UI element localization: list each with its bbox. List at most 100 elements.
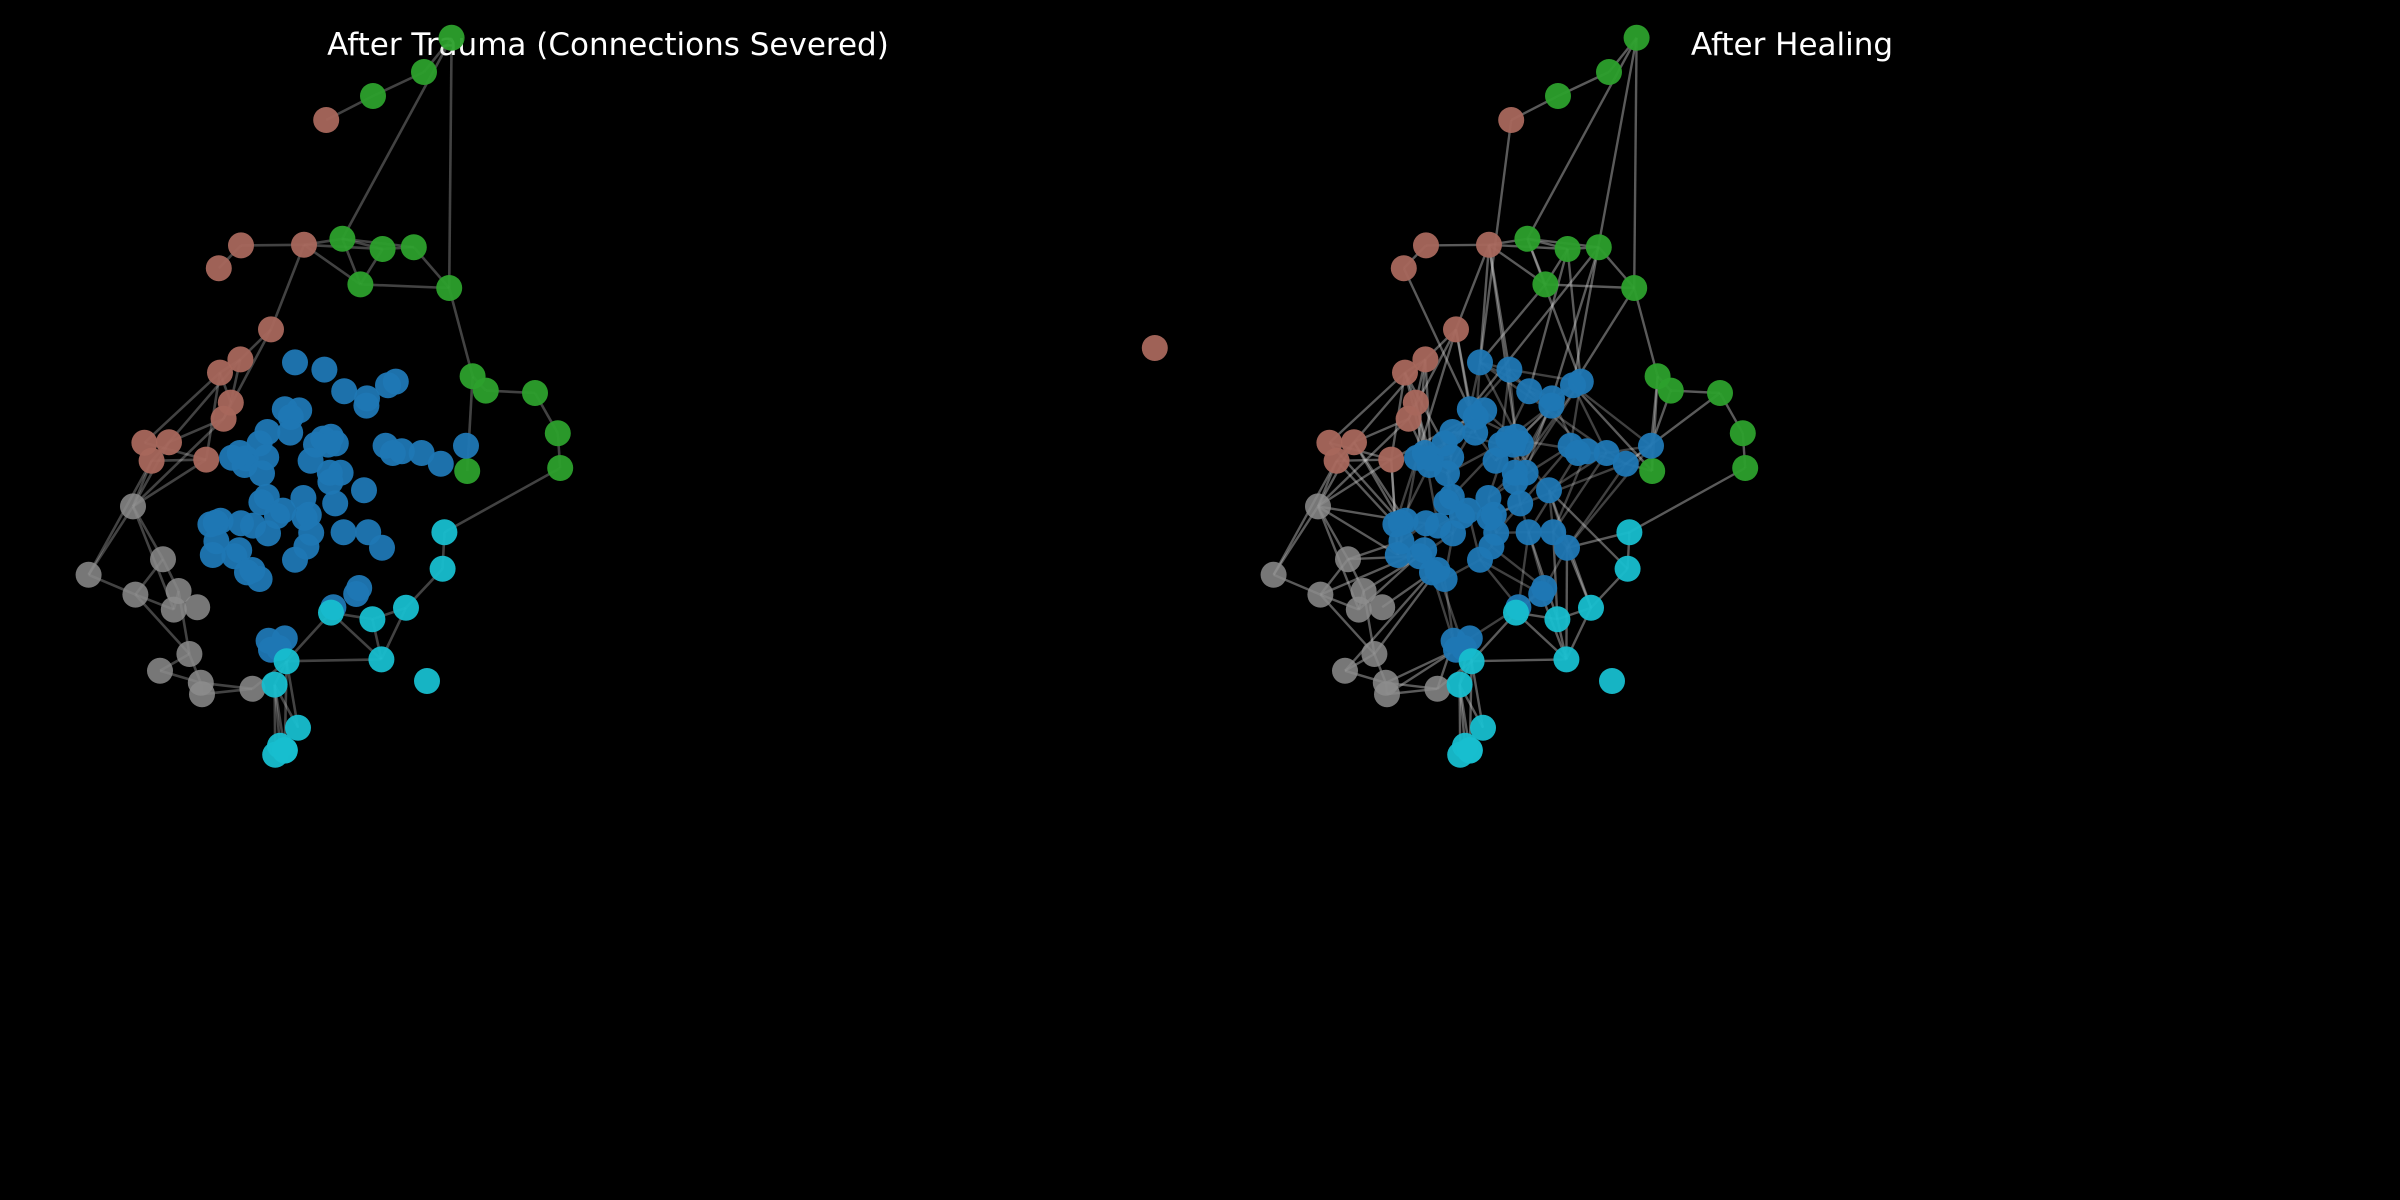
node-cyan [273,648,300,675]
node-brown [138,447,165,474]
node-blue [453,432,479,459]
node-blue [322,490,349,517]
node-green [1657,377,1684,404]
node-green [411,59,437,85]
node-blue [369,534,395,561]
node-cyan [1599,668,1625,694]
node-blue [203,528,230,555]
node-blue [1388,528,1415,555]
node-blue [1554,534,1580,561]
node-blue [1638,432,1664,459]
network-edge [1352,441,1402,524]
network-edge [443,466,561,534]
node-green [436,275,463,301]
node-cyan [1456,737,1483,763]
node-blue [1507,490,1534,517]
network-edge [1272,460,1338,576]
network-edge [1572,384,1654,472]
node-gray [239,675,266,702]
node-gray [75,561,102,588]
node-gray [1361,641,1388,667]
node-gray [1335,546,1361,573]
network-edge [1550,246,1600,399]
network-edge [1526,238,1582,383]
network-edge [1487,244,1511,370]
node-cyan [1614,555,1641,582]
node-green [329,225,356,252]
node-gray [189,681,215,708]
node-green [1514,225,1541,252]
network-edge [1566,463,1627,549]
node-cyan [1503,599,1529,626]
node-cyan [1578,594,1604,621]
node-brown [1412,346,1439,373]
node-green [1545,83,1571,109]
panel-trauma [75,24,574,768]
node-blue [1528,581,1555,607]
node-green [1621,275,1648,301]
node-brown [1476,231,1502,258]
node-blue [1536,477,1562,504]
node-cyan [1553,646,1580,673]
node-blue [1567,368,1594,395]
network-edge [1471,658,1567,663]
network-edge [1468,246,1600,410]
network-edge [134,593,191,655]
node-gray [1332,657,1358,684]
network-edge [1272,505,1320,576]
node-gray [120,493,146,520]
node-green [438,24,465,51]
node-blue [1419,559,1445,586]
node-blue [226,440,253,466]
node-brown [227,346,254,373]
node-brown [1378,446,1405,473]
network-edge [1402,267,1471,410]
node-blue [353,392,380,419]
node-blue [226,537,253,564]
node-gray [122,581,149,608]
node-gray [1305,493,1331,520]
node-blue [282,349,308,376]
node-blue [1496,356,1523,383]
network-edge [1565,547,1569,660]
node-blue [311,356,338,383]
node-cyan [285,714,311,741]
node-brown [1395,405,1422,432]
network-edge [132,458,207,508]
node-blue [1467,546,1493,573]
network-edge [1487,244,1518,437]
network-edge [1479,283,1547,364]
network-edge [1552,452,1608,533]
network-edge [1548,489,1629,570]
network-edge [1478,244,1491,363]
node-green [454,458,481,484]
node-cyan [368,646,395,673]
network-edge [269,244,306,330]
node-brown [313,107,340,133]
node-gray [176,641,203,667]
network-edge [1317,458,1392,508]
network-edge [1571,37,1638,386]
network-edge [1415,329,1458,459]
node-green [360,83,386,109]
node-gray [1260,561,1287,588]
node-blue [254,419,281,445]
node-blue [1593,440,1620,466]
node-green [1707,380,1733,406]
node-blue [408,440,435,466]
node-brown [193,446,220,473]
node-green [522,380,548,406]
network-edge [1317,417,1410,508]
network-edge [1317,505,1399,557]
node-blue [1449,503,1475,529]
node-gray [1374,681,1400,708]
node-cyan [359,606,386,633]
node-green [369,236,396,262]
node-blue [297,447,324,474]
node-green [544,420,571,447]
node-blue [322,430,349,457]
node-gray [1350,578,1377,604]
network-edge [87,460,153,576]
node-blue [382,368,409,395]
network-edge [447,37,453,289]
